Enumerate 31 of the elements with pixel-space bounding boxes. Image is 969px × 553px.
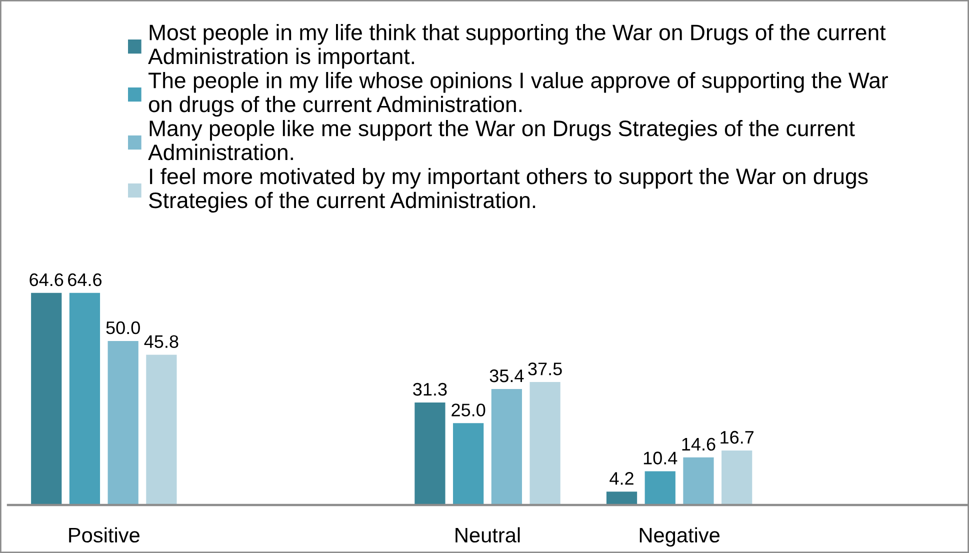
bar: [414, 402, 446, 505]
data-label: 25.0: [452, 404, 486, 416]
x-tick-label: Neutral: [456, 527, 520, 543]
bar: [490, 388, 523, 505]
data-label: 31.3: [413, 382, 447, 396]
bar: [68, 292, 101, 505]
data-label: 16.7: [720, 430, 754, 444]
bar: [644, 470, 676, 505]
x-tick-label: Positive: [69, 527, 140, 543]
data-label: 35.4: [490, 369, 524, 382]
bar: [528, 381, 562, 505]
legend-label: The people in my life whose opinions I value approve of supporting the War on drugs of the current Administration.: [148, 72, 888, 117]
data-label: 64.6: [30, 273, 64, 286]
data-label: 37.5: [528, 362, 562, 376]
data-label: 14.6: [682, 438, 716, 451]
bar: [30, 292, 63, 505]
data-label: 50.0: [106, 321, 140, 334]
bar: [106, 340, 140, 505]
legend-label: I feel more motivated by my important others to support the War on drugs Strategies of the current Administration.: [149, 168, 868, 213]
data-label: 45.8: [144, 335, 178, 348]
legend-label: Most people in my life think that supporting the War on Drugs of the current Administration is important.: [148, 24, 886, 69]
bar: [145, 354, 178, 505]
x-tick-label: Negative: [640, 527, 720, 547]
bar: [606, 490, 638, 505]
data-label: 4.2: [610, 472, 634, 485]
bar: [720, 450, 753, 505]
legend-label: Many people like me support the War on Drugs Strategies of the current Administration.: [148, 120, 855, 160]
bar: [452, 422, 484, 505]
data-label: 10.4: [644, 452, 678, 464]
bar: [682, 456, 715, 505]
data-label: 64.6: [68, 273, 102, 286]
